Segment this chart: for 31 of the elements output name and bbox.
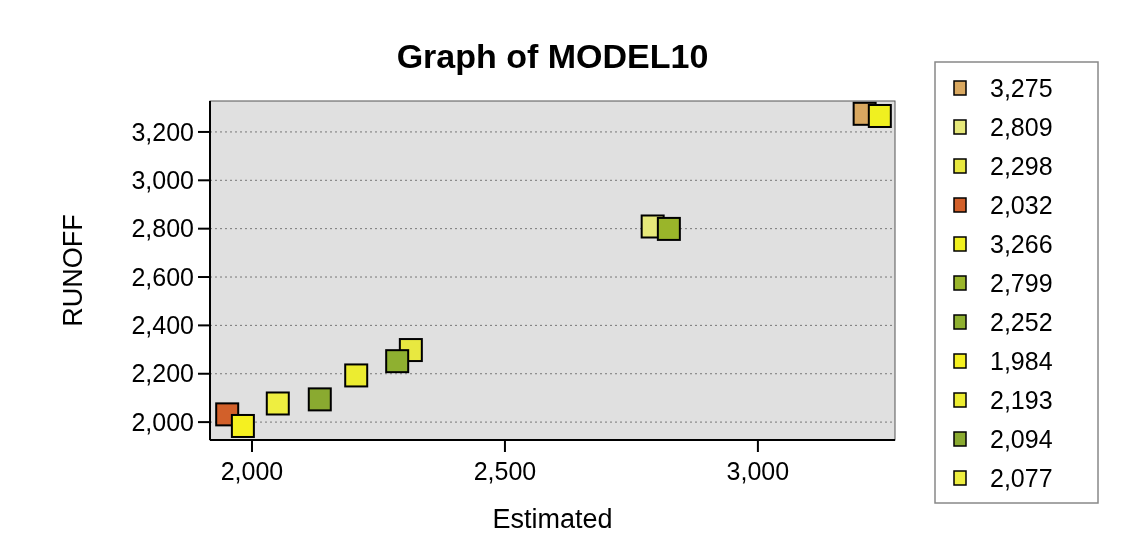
legend-label: 2,799 bbox=[990, 268, 1053, 297]
legend-label: 3,275 bbox=[990, 73, 1053, 102]
y-tick-label: 3,200 bbox=[131, 117, 194, 146]
x-tick-label: 2,000 bbox=[220, 457, 284, 485]
point bbox=[656, 216, 681, 241]
legend-label: 2,298 bbox=[990, 151, 1053, 180]
legend-label: 3,266 bbox=[990, 229, 1053, 258]
x-tick-label: 2,500 bbox=[473, 457, 537, 485]
y-tick-label: 2,200 bbox=[131, 359, 194, 388]
point bbox=[230, 413, 255, 438]
legend-label: 1,984 bbox=[990, 346, 1053, 375]
point bbox=[867, 103, 892, 128]
legend-label: 2,252 bbox=[990, 307, 1053, 336]
y-tick-label: 3,000 bbox=[131, 166, 194, 195]
y-tick-label: 2,600 bbox=[131, 262, 194, 291]
y-tick-label: 2,000 bbox=[131, 407, 194, 436]
x-tick-label: 3,000 bbox=[726, 457, 790, 485]
legend-label: 2,094 bbox=[990, 424, 1053, 453]
point bbox=[344, 363, 369, 388]
chart-title: Graph of MODEL10 bbox=[396, 37, 709, 75]
x-axis-title: Estimated bbox=[492, 504, 613, 534]
point bbox=[265, 391, 290, 416]
point bbox=[385, 349, 410, 374]
y-tick-label: 2,800 bbox=[131, 214, 194, 243]
y-tick-label: 2,400 bbox=[131, 311, 194, 340]
point bbox=[307, 387, 332, 412]
y-axis-title: RUNOFF bbox=[58, 214, 88, 327]
legend-label: 2,032 bbox=[990, 190, 1053, 219]
legend-label: 2,077 bbox=[990, 463, 1053, 492]
legend-label: 2,193 bbox=[990, 385, 1053, 414]
legend-label: 2,809 bbox=[990, 112, 1053, 141]
